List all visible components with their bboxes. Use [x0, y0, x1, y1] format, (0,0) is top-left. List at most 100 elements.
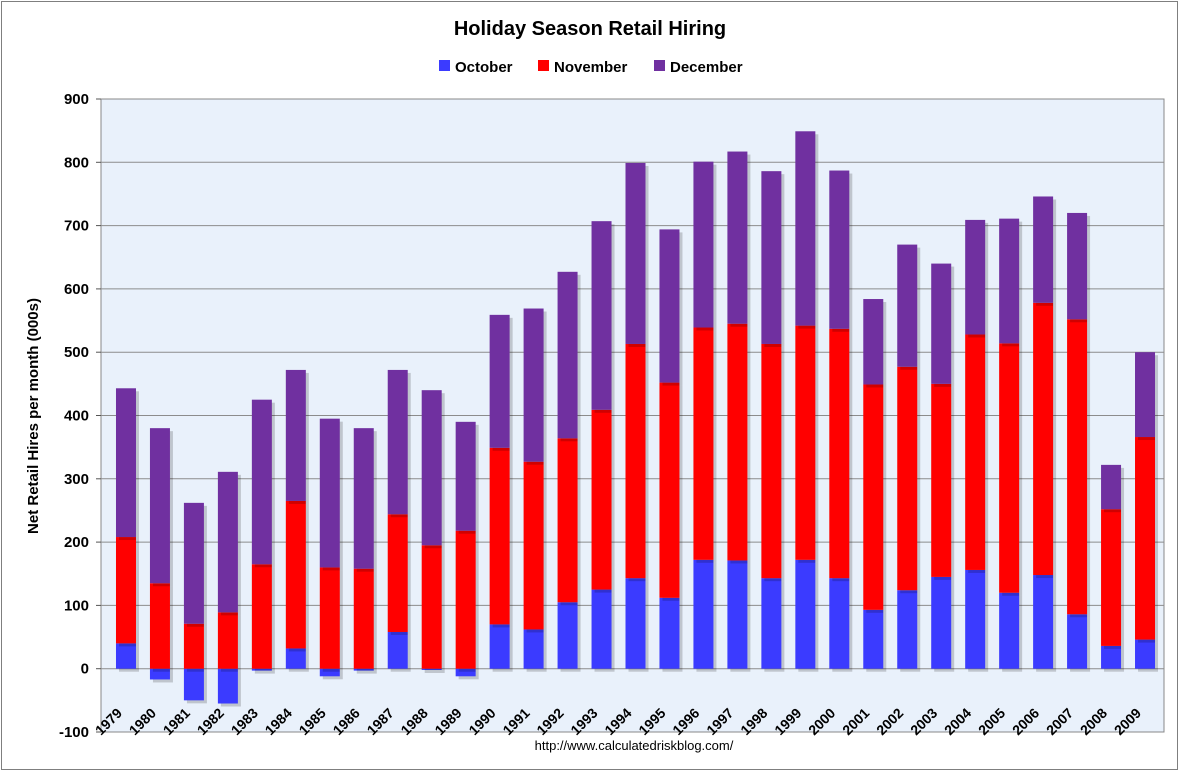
y-axis-ticks: -100 0 100 200 300 400 500 600 700 800 900	[59, 91, 101, 741]
bar-december-1982	[217, 471, 238, 613]
bar-december-2004	[965, 219, 986, 335]
bar-december-1993	[591, 221, 612, 410]
bar-october-1981	[183, 668, 204, 701]
bar-october-1984	[285, 648, 306, 669]
bar-october-1990	[489, 624, 510, 669]
bar-november-1983	[251, 564, 272, 669]
bar-october-1982	[217, 668, 238, 704]
legend-swatch-december	[654, 60, 665, 71]
bar-december-1997	[727, 151, 748, 324]
y-tick-label: 600	[64, 281, 89, 298]
bar-december-1994	[625, 162, 646, 344]
bar-december-1983	[251, 399, 272, 565]
bar-december-2009	[1135, 352, 1156, 438]
bar-series	[115, 131, 1159, 707]
y-tick-label: 700	[64, 218, 89, 235]
bar-october-1985	[319, 668, 340, 677]
bar-november-2000	[829, 328, 850, 579]
y-tick-label: 200	[64, 534, 89, 551]
bar-october-1979	[115, 643, 136, 669]
bar-october-1989	[455, 668, 476, 677]
bar-december-1991	[523, 308, 544, 462]
y-tick-label: 300	[64, 471, 89, 488]
bar-shadow	[356, 671, 377, 674]
bar-october-2008	[1101, 645, 1122, 669]
bar-october-1983	[251, 668, 272, 671]
bar-october-2003	[931, 576, 952, 669]
bar-october-1993	[591, 589, 612, 669]
bar-november-1999	[795, 325, 816, 560]
bar-december-1992	[557, 271, 578, 439]
bar-october-2000	[829, 578, 850, 669]
bar-october-1994	[625, 578, 646, 669]
bar-december-2002	[897, 244, 918, 367]
bar-october-2006	[1033, 575, 1054, 669]
bar-october-1998	[761, 578, 782, 669]
y-tick-label: -100	[59, 724, 89, 741]
legend-swatch-november	[538, 60, 549, 71]
bar-december-1998	[761, 171, 782, 344]
bar-november-1984	[285, 500, 306, 649]
bar-october-1991	[523, 629, 544, 669]
legend-swatch-october	[439, 60, 450, 71]
bar-october-1995	[659, 597, 680, 669]
y-tick-label: 100	[64, 597, 89, 614]
bar-november-1985	[319, 567, 340, 669]
bar-november-2004	[965, 334, 986, 570]
legend-label-october: October	[455, 59, 513, 76]
bar-november-1995	[659, 382, 680, 598]
bar-october-1988	[421, 668, 442, 670]
bar-october-1996	[693, 559, 714, 669]
y-tick-label: 800	[64, 154, 89, 171]
bar-december-2008	[1101, 464, 1122, 510]
bar-december-1990	[489, 314, 510, 448]
bar-december-1996	[693, 161, 714, 328]
bar-december-2005	[999, 218, 1020, 344]
bar-october-2002	[897, 590, 918, 669]
bar-november-1980	[149, 583, 170, 669]
bar-november-1979	[115, 537, 136, 644]
legend-label-december: December	[670, 59, 743, 76]
chart-title: Holiday Season Retail Hiring	[454, 18, 726, 40]
bar-november-1991	[523, 461, 544, 630]
bar-october-1980	[149, 668, 170, 680]
bar-november-1994	[625, 343, 646, 579]
bar-december-1980	[149, 428, 170, 584]
bar-november-2001	[863, 384, 884, 610]
bar-shadow	[254, 671, 275, 674]
bar-november-1981	[183, 623, 204, 669]
y-tick-label: 500	[64, 344, 89, 361]
bar-october-1997	[727, 560, 748, 669]
bar-november-2003	[931, 383, 952, 577]
y-tick-label: 900	[64, 91, 89, 108]
bar-december-1986	[353, 428, 374, 569]
bar-october-2004	[965, 569, 986, 669]
bar-november-1990	[489, 447, 510, 625]
bar-november-2006	[1033, 302, 1054, 576]
bar-december-1981	[183, 502, 204, 624]
bar-november-2005	[999, 343, 1020, 593]
bar-october-2009	[1135, 639, 1156, 669]
bar-october-1992	[557, 602, 578, 669]
bar-october-1999	[795, 559, 816, 669]
bar-november-2009	[1135, 437, 1156, 640]
bar-november-1986	[353, 568, 374, 669]
bar-december-1989	[455, 421, 476, 531]
bar-october-2007	[1067, 614, 1088, 669]
bar-december-1999	[795, 131, 816, 326]
bar-november-1988	[421, 545, 442, 669]
bar-november-1993	[591, 409, 612, 590]
legend-label-november: November	[554, 59, 628, 76]
bar-november-2007	[1067, 319, 1088, 615]
y-tick-label: 400	[64, 408, 89, 425]
bar-december-2001	[863, 299, 884, 385]
source-url: http://www.calculatedriskblog.com/	[535, 738, 734, 753]
bar-december-1987	[387, 369, 408, 515]
bar-november-2002	[897, 366, 918, 591]
bar-november-1987	[387, 514, 408, 632]
bar-december-1985	[319, 418, 340, 568]
bar-november-1997	[727, 323, 748, 561]
bar-december-1988	[421, 390, 442, 546]
